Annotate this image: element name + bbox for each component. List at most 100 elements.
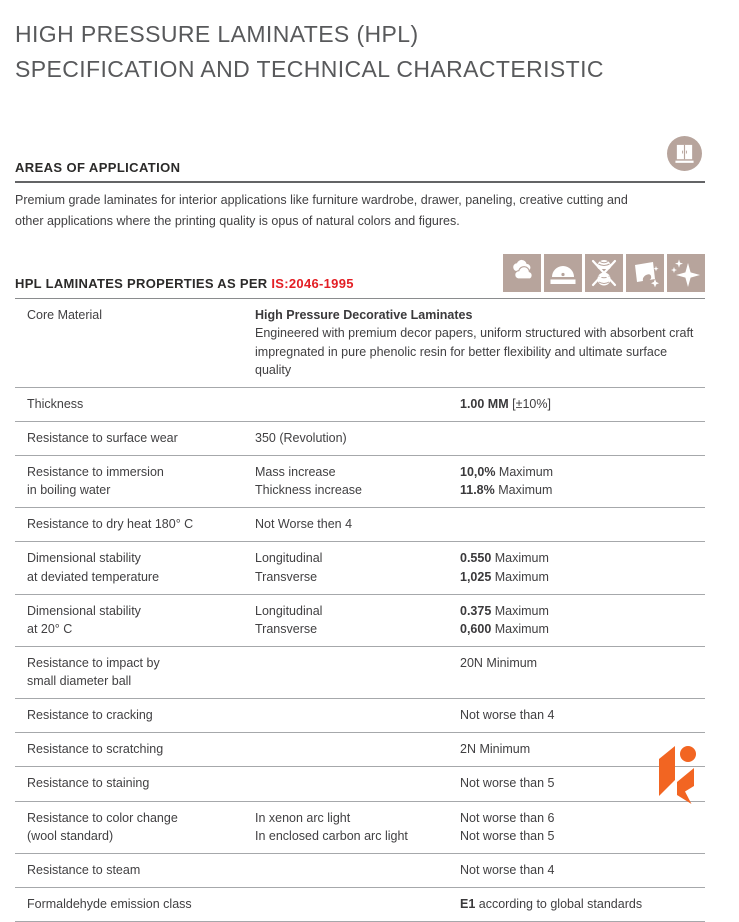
brand-logo-icon [654, 742, 698, 806]
table-cell-line: Resistance to cracking [27, 708, 153, 723]
table-cell: 0.375 Maximum 0,600 Maximum [460, 602, 705, 638]
areas-text-line1: Premium grade laminates for interior app… [15, 193, 628, 207]
table-row: Resistance to staining Not worse than 5 [15, 767, 705, 802]
table-row: Dimensional stability at deviated tempera… [15, 542, 705, 595]
properties-header: HPL LAMINATES PROPERTIES AS PER IS:2046-… [15, 254, 705, 300]
table-row: Resistance to color change (wool standard… [15, 802, 705, 854]
table-cell-line: Formaldehyde emission class [27, 896, 192, 911]
table-cell: Resistance to cracking [27, 706, 255, 724]
table-cell-line: Resistance to surface wear [27, 430, 178, 445]
table-cell-line: Resistance to dry heat 180° C [27, 517, 194, 532]
table-cell-line: Dimensional stability [27, 603, 141, 618]
table-row: Resistance to cracking Not worse than 4 [15, 699, 705, 734]
table-cell-line: Transverse [255, 569, 318, 584]
table-cell: 10,0% Maximum 11.8% Maximum [460, 463, 705, 499]
table-cell-line: 0,600 Maximum [460, 621, 549, 636]
table-cell-line: Core Material [27, 308, 103, 323]
table-row: Core Material High Pressure Decorative La… [15, 299, 705, 388]
areas-of-application-section: AREAS OF APPLICATION Premium grade lamin… [15, 136, 705, 231]
table-cell-line: Mass increase [255, 465, 336, 479]
table-cell: 1.00 MM [±10%] [460, 395, 705, 413]
table-cell-line: Not worse than 5 [460, 828, 555, 843]
table-cell [255, 740, 460, 758]
table-row: Resistance to impact by small diameter ba… [15, 647, 705, 700]
table-cell-line: small diameter ball [27, 674, 132, 688]
table-cell: 350 (Revolution) [255, 429, 460, 447]
table-cell [460, 515, 705, 533]
table-row: Resistance to immersion in boiling water M… [15, 456, 705, 509]
table-cell: Thickness [27, 395, 255, 413]
table-cell-line: 2N Minimum [460, 742, 531, 757]
table-cell: Resistance to surface wear [27, 429, 255, 447]
table-cell-line: 11.8% Maximum [460, 483, 553, 498]
table-row: Resistance to surface wear 350 (Revolutio… [15, 422, 705, 456]
table-cell: Not worse than 4 [460, 706, 705, 724]
table-cell-line: at 20° C [27, 621, 73, 636]
table-cell [460, 429, 705, 447]
no-yarn-icon [585, 254, 623, 293]
table-cell-line: Longitudinal [255, 603, 323, 618]
table-cell-line: Resistance to impact by [27, 655, 160, 670]
table-cell-line: Thickness [27, 396, 84, 411]
table-cell: 0.550 Maximum 1,025 Maximum [460, 549, 705, 585]
page-title: HIGH PRESSURE LAMINATES (HPL) SPECIFICAT… [15, 17, 705, 87]
table-cell: Resistance to steam [27, 861, 255, 879]
table-cell [255, 895, 460, 913]
areas-of-application-heading: AREAS OF APPLICATION [15, 160, 705, 183]
feature-icon-strip [503, 254, 705, 293]
table-cell: Longitudinal Transverse [255, 549, 460, 585]
table-cell: Resistance to impact by small diameter ba… [27, 654, 255, 690]
page-title-line2: SPECIFICATION AND TECHNICAL CHARACTERIST… [15, 56, 604, 82]
table-cell-line: 350 (Revolution) [255, 430, 347, 445]
table-cell: Not worse than 6 Not worse than 5 [460, 809, 705, 845]
table-cell-line: High Pressure Decorative Laminates [255, 308, 473, 323]
table-cell [255, 654, 460, 690]
table-cell-line: in boiling water [27, 483, 111, 498]
properties-table: Core Material High Pressure Decorative La… [15, 299, 705, 922]
table-cell [255, 774, 460, 792]
table-row: Dimensional stability at 20° C Longitudina… [15, 595, 705, 647]
table-row: Resistance to steam Not worse than 4 [15, 854, 705, 888]
table-cell-line: impregnated in pure phenolic resin for b… [255, 344, 668, 377]
table-cell: Not worse than 4 [460, 861, 705, 879]
table-cell [255, 706, 460, 724]
table-cell-line: 1,025 Maximum [460, 569, 549, 584]
saw-blade-icon [544, 254, 582, 293]
table-cell-line: Resistance to staining [27, 776, 150, 791]
table-cell-line: 10,0% Maximum [460, 465, 554, 479]
standard-code: IS:2046-1995 [271, 276, 354, 292]
table-cell-line: 0.550 Maximum [460, 551, 549, 566]
table-cell: Not Worse then 4 [255, 515, 460, 533]
sparkle-icon [667, 254, 705, 293]
table-cell-line: Resistance to steam [27, 862, 141, 877]
table-cell-line: Not Worse then 4 [255, 517, 353, 532]
table-cell: Resistance to scratching [27, 740, 255, 758]
table-row: Resistance to dry heat 180° C Not Worse t… [15, 508, 705, 543]
table-cell-line: In xenon arc light [255, 810, 351, 825]
table-cell-line: Not worse than 4 [460, 708, 555, 723]
table-cell: Not worse than 5 [460, 774, 705, 792]
table-cell-line: Resistance to scratching [27, 742, 164, 757]
table-cell-line: (wool standard) [27, 828, 114, 843]
table-cell: Resistance to immersion in boiling water [27, 463, 255, 499]
table-cell-line: Resistance to color change [27, 810, 178, 825]
properties-heading-text: HPL LAMINATES PROPERTIES AS PER [15, 276, 272, 292]
table-cell: High Pressure Decorative Laminates Engine… [255, 306, 705, 379]
table-cell-line: Dimensional stability [27, 551, 141, 566]
table-cell-line: Resistance to immersion [27, 465, 164, 479]
table-cell-line: Thickness increase [255, 483, 362, 498]
table-cell: Dimensional stability at 20° C [27, 602, 255, 638]
document-page: HIGH PRESSURE LAMINATES (HPL) SPECIFICAT… [15, 0, 705, 922]
table-cell: Longitudinal Transverse [255, 602, 460, 638]
table-cell-line: In enclosed carbon arc light [255, 828, 408, 843]
table-cell-line: Not worse than 6 [460, 810, 555, 825]
table-cell: Mass increase Thickness increase [255, 463, 460, 499]
page-title-line1: HIGH PRESSURE LAMINATES (HPL) [15, 21, 419, 47]
table-cell: Formaldehyde emission class [27, 895, 255, 913]
wardrobe-icon [667, 136, 702, 171]
areas-of-application-text: Premium grade laminates for interior app… [15, 190, 705, 231]
table-cell: Core Material [27, 306, 255, 379]
table-cell-line: E1 according to global standards [460, 896, 643, 911]
table-cell-line: 0.375 Maximum [460, 603, 549, 618]
table-cell-line: 1.00 MM [±10%] [460, 396, 551, 411]
